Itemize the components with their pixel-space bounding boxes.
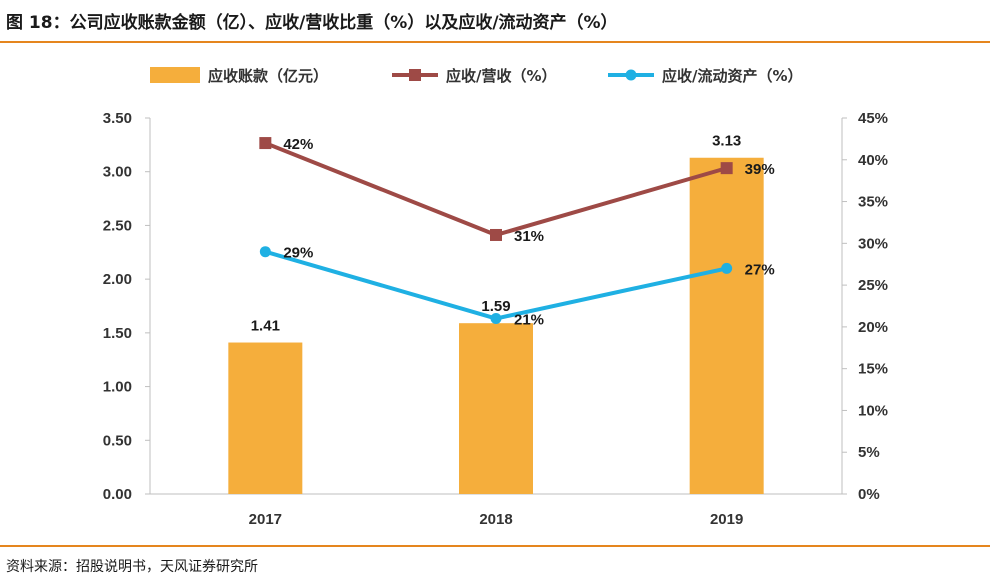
square-marker	[259, 137, 272, 150]
legend-bar-swatch	[150, 67, 200, 83]
line-value-label: 42%	[283, 136, 313, 153]
circle-marker	[490, 313, 502, 325]
y-left-tick-label: 3.00	[103, 164, 132, 181]
y-left-tick-label: 1.00	[103, 379, 132, 396]
line-value-label: 27%	[745, 261, 775, 278]
axes: 0.00 0.50 1.00 1.50 2.00 2.50 3.00 3.50 0% 5% 10% 1…	[103, 110, 888, 528]
y-right-tick-label: 30%	[858, 235, 888, 252]
line-value-label: 21%	[514, 312, 544, 329]
bar	[459, 323, 533, 494]
legend: 应收账款（亿元） 应收/营收（%） 应收/流动资产（%）	[150, 67, 803, 85]
legend-circle-marker	[625, 69, 637, 81]
y-left-tick-label: 0.00	[103, 486, 132, 503]
y-left-tick-label: 1.50	[103, 325, 132, 342]
circle-marker	[259, 246, 271, 258]
legend-label: 应收账款（亿元）	[208, 67, 328, 85]
y-left-tick-label: 3.50	[103, 110, 132, 127]
chart-title: 图 18：公司应收账款金额（亿）、应收/营收比重（%）以及应收/流动资产（%）	[6, 13, 618, 33]
y-right-tick-label: 35%	[858, 194, 888, 211]
y-right-tick-label: 45%	[858, 110, 888, 127]
x-tick-label: 2018	[479, 511, 512, 528]
bar	[228, 342, 303, 494]
bar-series	[228, 157, 764, 494]
title-divider	[0, 41, 990, 43]
circle-marker	[721, 262, 733, 274]
square-marker	[490, 228, 502, 241]
legend-label: 应收/营收（%）	[446, 67, 557, 85]
series-line	[264, 141, 728, 237]
line-value-label: 39%	[745, 161, 775, 178]
source-note: 资料来源：招股说明书，天风证券研究所	[6, 559, 258, 575]
legend-square-marker	[409, 69, 421, 81]
bar	[689, 157, 764, 494]
x-tick-label: 2019	[710, 511, 743, 528]
y-left-tick-label: 2.50	[103, 217, 132, 234]
y-right-tick-label: 0%	[858, 486, 880, 503]
bar-value-label: 1.41	[251, 318, 280, 335]
legend-label: 应收/流动资产（%）	[662, 67, 803, 85]
y-right-tick-label: 5%	[858, 444, 880, 461]
bar-value-label: 1.59	[481, 298, 510, 315]
combo-chart: 应收账款（亿元） 应收/营收（%） 应收/流动资产（%） 0.00 0.50 1.00 1…	[103, 67, 888, 528]
y-right-tick-label: 10%	[858, 402, 888, 419]
line-value-label: 29%	[283, 245, 313, 262]
y-right-tick-label: 15%	[858, 361, 888, 378]
y-left-tick-label: 2.00	[103, 271, 132, 288]
line-value-label: 31%	[514, 228, 544, 245]
y-right-tick-label: 40%	[858, 152, 888, 169]
y-right-tick-label: 25%	[858, 277, 888, 294]
data-labels: 1.41 1.59 3.13 42% 31% 39% 29% 21% 27%	[251, 133, 775, 335]
line-series	[259, 137, 733, 325]
bar-value-label: 3.13	[712, 133, 741, 150]
square-marker	[720, 162, 733, 175]
x-tick-label: 2017	[249, 511, 282, 528]
footer-divider	[0, 545, 990, 547]
y-left-tick-label: 0.50	[103, 432, 132, 449]
y-right-tick-label: 20%	[858, 319, 888, 336]
